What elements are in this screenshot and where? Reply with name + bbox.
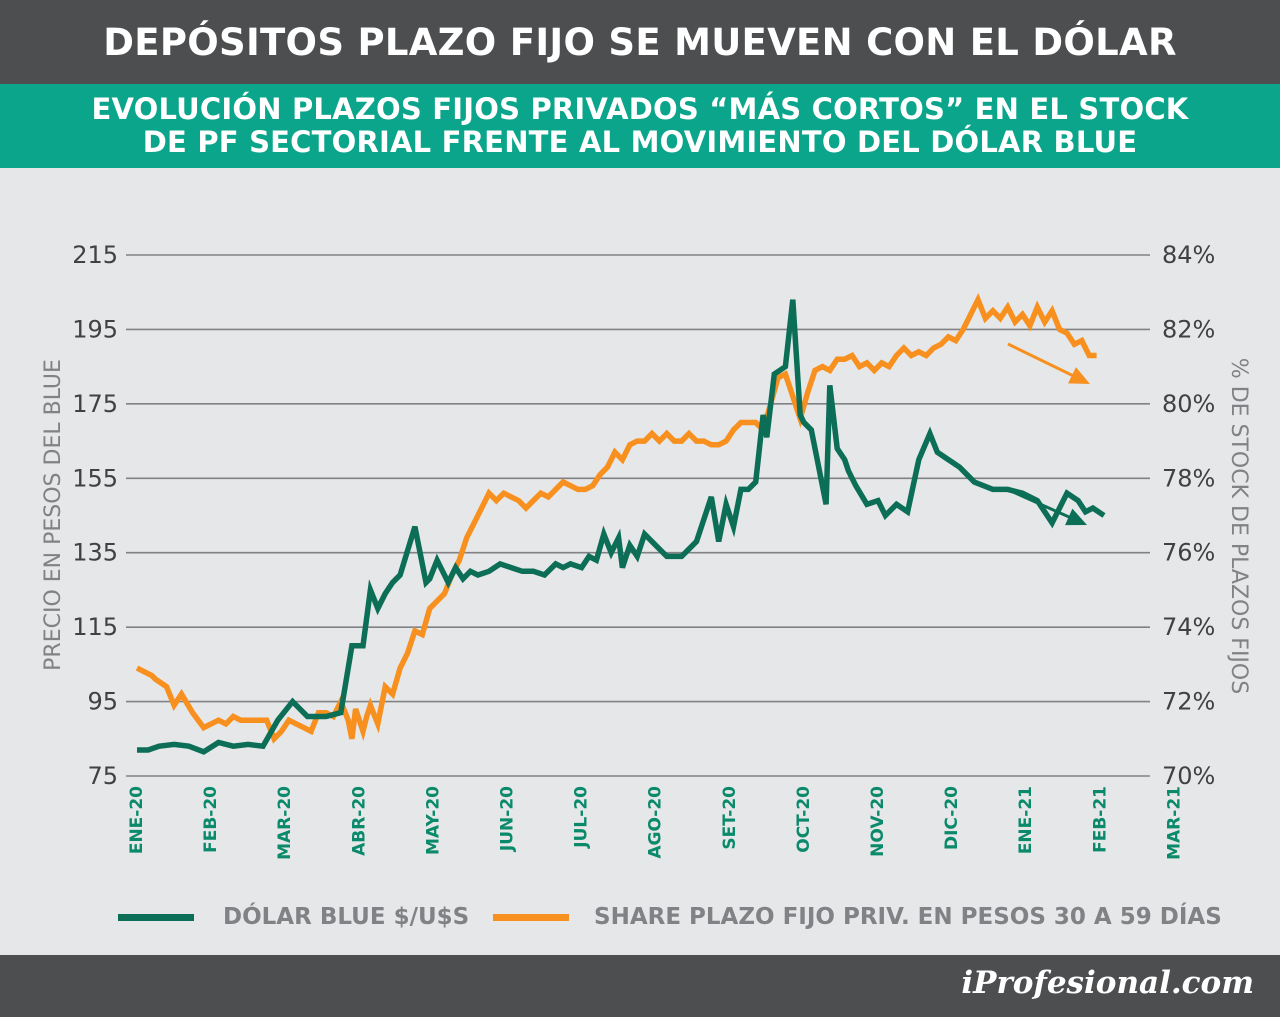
- y-tick-label-right: 84%: [1162, 241, 1215, 269]
- brand-logo: iProfesional.com: [961, 965, 1254, 1001]
- x-tick-label: JUL-20: [572, 786, 592, 849]
- x-tick-label: AGO-20: [646, 786, 666, 859]
- x-tick-label: OCT-20: [794, 786, 814, 853]
- x-tick-label: FEB-20: [201, 786, 221, 853]
- x-tick-label: MAR-20: [275, 786, 295, 860]
- trend-arrow-share-shaft: [1007, 342, 1081, 381]
- y-tick-label-right: 70%: [1162, 762, 1215, 790]
- x-tick-label: ENE-20: [127, 786, 147, 854]
- x-tick-label: SET-20: [720, 786, 740, 850]
- x-tick-label: JUN-20: [498, 786, 518, 852]
- x-tick-label: ABR-20: [349, 786, 369, 856]
- x-tick-label: MAR-21: [1164, 786, 1184, 860]
- x-tick-label: FEB-21: [1090, 786, 1110, 853]
- subtitle-line-1: EVOLUCIÓN PLAZOS FIJOS PRIVADOS “MÁS COR…: [91, 92, 1189, 126]
- y-tick-label-left: 95: [87, 688, 118, 716]
- y-tick-label-left: 175: [72, 390, 118, 418]
- y-tick-label-right: 72%: [1162, 688, 1215, 716]
- subtitle-bar: EVOLUCIÓN PLAZOS FIJOS PRIVADOS “MÁS COR…: [0, 84, 1280, 168]
- y-tick-label-right: 82%: [1162, 315, 1215, 343]
- y-tick-label-right: 74%: [1162, 613, 1215, 641]
- trend-arrow-dolar-shaft: [1003, 486, 1078, 522]
- y-tick-label-right: 80%: [1162, 390, 1215, 418]
- chart-legend: DÓLAR BLUE $/U$S SHARE PLAZO FIJO PRIV. …: [0, 900, 1280, 940]
- footer-bar: iProfesional.com: [0, 955, 1280, 1017]
- y-axis-title-left: PRECIO EN PESOS DEL BLUE: [41, 359, 66, 671]
- legend-swatch-dolar: [118, 914, 194, 921]
- trend-arrow-dolar-head: [1065, 508, 1087, 526]
- y-tick-label-left: 195: [72, 315, 118, 343]
- legend-label-dolar: DÓLAR BLUE $/U$S: [223, 904, 470, 930]
- y-tick-label-left: 135: [72, 539, 118, 567]
- y-tick-label-right: 76%: [1162, 539, 1215, 567]
- page-title: DEPÓSITOS PLAZO FIJO SE MUEVEN CON EL DÓ…: [103, 20, 1177, 64]
- y-tick-label-right: 78%: [1162, 464, 1215, 492]
- legend-label-share: SHARE PLAZO FIJO PRIV. EN PESOS 30 A 59 …: [594, 904, 1222, 930]
- legend-swatch-share: [493, 914, 569, 921]
- series-line-dolar-blue: [137, 299, 1106, 755]
- x-tick-label: DIC-20: [942, 786, 962, 850]
- y-tick-label-left: 75: [87, 762, 118, 790]
- y-tick-label-left: 155: [72, 464, 118, 492]
- subtitle-line-2: DE PF SECTORIAL FRENTE AL MOVIMIENTO DEL…: [142, 125, 1138, 159]
- header-bar: DEPÓSITOS PLAZO FIJO SE MUEVEN CON EL DÓ…: [0, 0, 1280, 84]
- x-tick-label: MAY-20: [423, 786, 443, 855]
- trend-arrow-share-head: [1068, 367, 1090, 384]
- x-tick-label: ENE-21: [1016, 786, 1036, 854]
- series-line-share-plazo-fijo: [135, 292, 1097, 744]
- y-tick-label-left: 215: [72, 241, 118, 269]
- dual-axis-line-chart: 215 84% 195 82% 175 80% 155 78% 135 76% 115 74% 95 72…: [41, 241, 1251, 860]
- x-tick-label: NOV-20: [868, 786, 888, 857]
- y-axis-title-right: % DE STOCK DE PLAZOS FIJOS: [1226, 358, 1251, 694]
- y-tick-label-left: 115: [72, 613, 118, 641]
